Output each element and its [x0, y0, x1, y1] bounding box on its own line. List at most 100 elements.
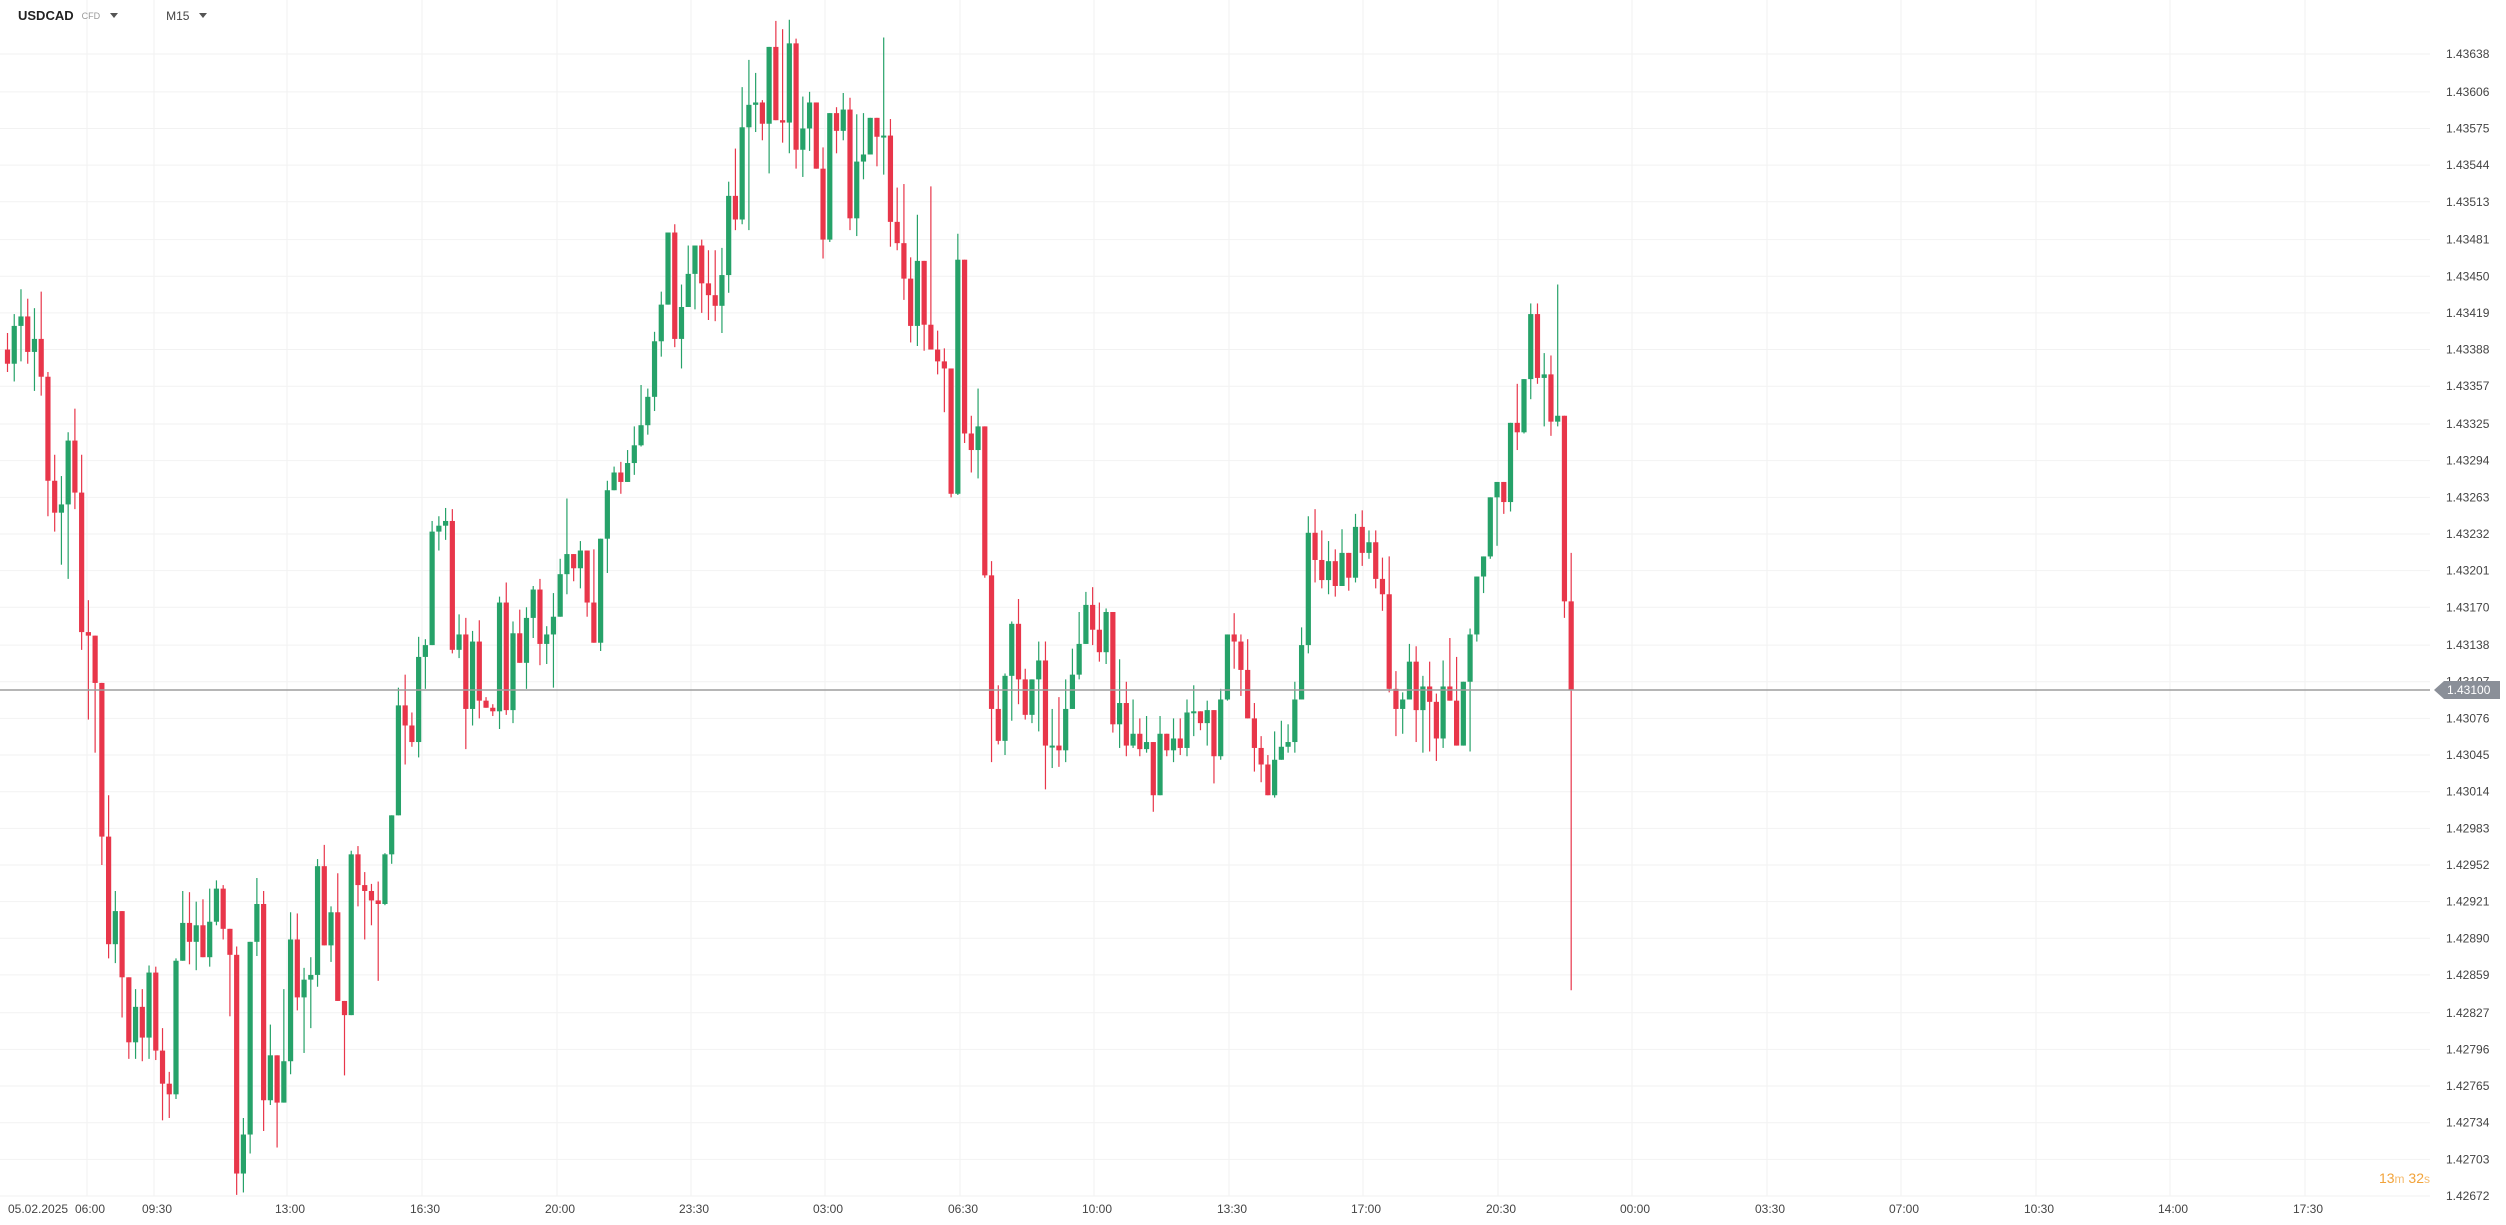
candle: [1218, 688, 1224, 760]
candle-body: [860, 154, 867, 162]
price-tick-label: 1.42890: [2446, 931, 2490, 945]
time-tick-label: 13:30: [1217, 1202, 1247, 1216]
candle: [1460, 681, 1466, 746]
candle: [975, 388, 981, 479]
candle-body: [207, 921, 213, 958]
candle-body: [968, 433, 974, 451]
candle-body: [254, 903, 260, 942]
candle-body: [429, 531, 435, 646]
candle-body: [908, 278, 914, 326]
candle: [436, 516, 442, 551]
candle-body: [975, 426, 981, 451]
candle: [348, 850, 354, 1016]
candle-body: [544, 634, 550, 644]
candle-body: [112, 911, 118, 945]
candle: [1096, 602, 1102, 662]
price-tick-label: 1.43076: [2446, 711, 2490, 725]
symbol-selector[interactable]: USDCAD CFD: [18, 8, 119, 23]
candle: [443, 507, 449, 540]
candle-body: [402, 705, 408, 726]
time-tick-label: 10:30: [2024, 1202, 2054, 1216]
candle-body: [1211, 710, 1217, 757]
candle-body: [665, 232, 671, 305]
candle: [1204, 700, 1210, 746]
candle: [429, 520, 435, 646]
candle-body: [1292, 699, 1298, 743]
candle: [483, 697, 489, 708]
candle: [1245, 639, 1251, 719]
candle: [1454, 656, 1460, 746]
candle-countdown: 13m 32s: [2379, 1170, 2430, 1186]
countdown-minutes-unit: m: [2394, 1172, 2405, 1186]
candle: [1507, 422, 1514, 512]
candle-body: [1433, 701, 1439, 739]
time-axis[interactable]: 05.02.2025 06:00 09:30 13:00 16:30 20:00 23:30…: [8, 1202, 2323, 1216]
candle: [1090, 587, 1096, 646]
candle-body: [375, 900, 381, 904]
candle: [1400, 692, 1406, 734]
candle: [1056, 697, 1062, 767]
current-price-tag: 1.43100: [2434, 681, 2500, 700]
candle-body: [321, 866, 327, 946]
candle-body: [99, 682, 105, 837]
candle-body: [678, 306, 685, 339]
price-tick-label: 1.42672: [2446, 1189, 2490, 1203]
candle-body: [45, 376, 51, 481]
candle: [847, 97, 853, 231]
candle-body: [1339, 552, 1345, 586]
candle-body: [1204, 710, 1210, 724]
candle: [1561, 415, 1568, 618]
candle-body: [193, 925, 199, 942]
candle-body: [362, 885, 368, 891]
candle-body: [1191, 711, 1197, 714]
candle-body: [1312, 532, 1318, 560]
candle: [948, 368, 954, 498]
price-axis[interactable]: 1.43638 1.43606 1.43575 1.43544 1.43513 1.434…: [2446, 47, 2490, 1203]
candle-body: [1022, 679, 1028, 715]
candle: [186, 892, 193, 965]
candle: [1042, 641, 1049, 790]
candle: [537, 578, 543, 666]
candle-body: [584, 550, 590, 603]
candle: [402, 674, 408, 765]
candle-body: [92, 635, 98, 683]
candle-body: [341, 1000, 348, 1016]
candle: [955, 233, 961, 495]
candle-body: [550, 616, 557, 635]
price-tick-label: 1.42796: [2446, 1042, 2490, 1056]
candle: [1568, 552, 1574, 991]
candle-body: [1352, 526, 1359, 578]
candle-body: [1083, 604, 1089, 644]
timeframe-selector[interactable]: M15: [166, 9, 208, 23]
candle-body: [456, 634, 462, 650]
time-tick-label: 16:30: [410, 1202, 440, 1216]
candle-body: [395, 705, 402, 816]
candle-body: [800, 128, 806, 150]
time-tick-label: 13:00: [275, 1202, 305, 1216]
candle: [584, 550, 590, 617]
candle: [463, 617, 469, 750]
candle-body: [557, 574, 563, 617]
candle-body: [820, 168, 826, 240]
price-tick-label: 1.43357: [2446, 379, 2490, 393]
candle-body: [476, 641, 482, 701]
candle: [422, 639, 428, 689]
chevron-down-icon: [110, 13, 119, 18]
candle-body: [598, 538, 604, 643]
candle: [780, 29, 786, 143]
time-tick-label: 03:30: [1755, 1202, 1785, 1216]
candle: [382, 853, 388, 906]
candle-body: [1076, 643, 1082, 675]
candle: [571, 554, 577, 582]
candle-body: [483, 700, 489, 708]
candle: [766, 46, 772, 174]
candle-body: [1278, 746, 1284, 760]
price-tick-label: 1.43294: [2446, 454, 2490, 468]
candle-body: [1386, 594, 1392, 689]
candle-body: [173, 960, 179, 1095]
candle: [1063, 679, 1069, 763]
candle-body: [510, 633, 516, 711]
candle-body: [1042, 660, 1049, 746]
time-tick-label: 07:00: [1889, 1202, 1919, 1216]
